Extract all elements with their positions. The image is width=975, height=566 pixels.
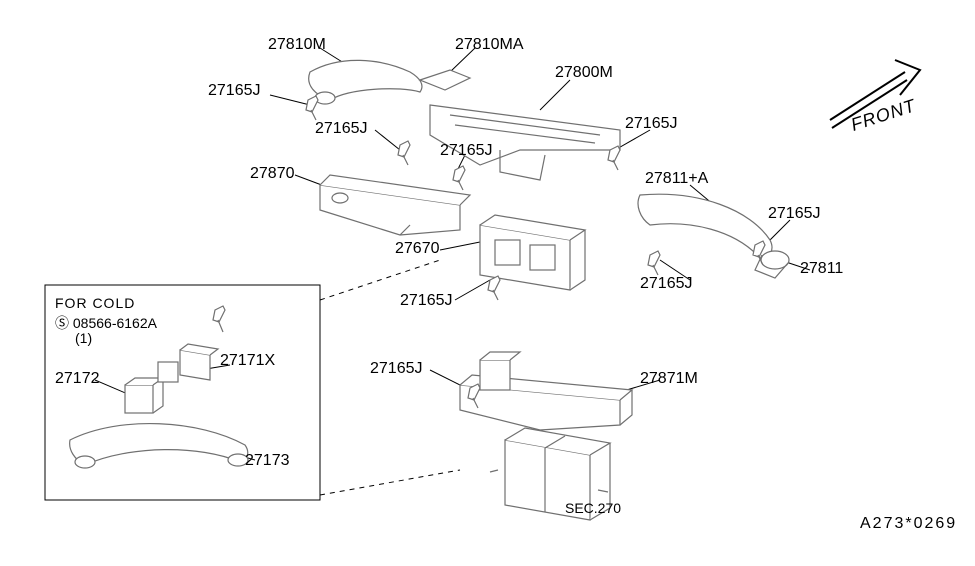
label-27810MA: 27810MA: [455, 36, 524, 54]
label-27811: 27811: [800, 260, 843, 278]
label-27172: 27172: [55, 370, 100, 388]
part-27810MA: [420, 70, 470, 90]
diagram-svg: [0, 0, 975, 566]
label-27810M: 27810M: [268, 36, 326, 54]
label-27165J-1: 27165J: [208, 82, 261, 100]
label-forcold: FOR COLD: [55, 295, 135, 311]
label-27800M: 27800M: [555, 64, 613, 82]
part-27173: [70, 424, 248, 468]
diagram-stage: 27810M 27810MA 27800M 27165J 27165J 2716…: [0, 0, 975, 566]
label-27165J-8: 27165J: [370, 360, 423, 378]
label-27165J-7: 27165J: [400, 292, 453, 310]
label-27871M: 27871M: [640, 370, 698, 388]
label-screw-spec: Ⓢ 08566-6162A: [55, 313, 157, 333]
part-27871M: [460, 352, 632, 430]
label-27165J-3: 27165J: [440, 142, 493, 160]
label-screw-qty: (1): [75, 330, 92, 346]
label-27173: 27173: [245, 452, 290, 470]
label-27870: 27870: [250, 165, 295, 183]
label-sec270: SEC.270: [565, 500, 621, 516]
part-27172: [125, 378, 163, 413]
label-27165J-5: 27165J: [768, 205, 821, 223]
label-diagram-code: A273*0269: [860, 515, 957, 533]
label-27165J-2: 27165J: [315, 120, 368, 138]
label-27670: 27670: [395, 240, 440, 258]
label-27165J-6: 27165J: [640, 275, 693, 293]
part-27171X: [158, 344, 218, 382]
label-27171X: 27171X: [220, 352, 275, 370]
part-27870: [320, 175, 470, 235]
part-27810M: [309, 60, 422, 104]
label-27165J-4: 27165J: [625, 115, 678, 133]
box-screw: [213, 306, 225, 332]
label-27811A: 27811+A: [645, 170, 708, 188]
part-27811A: [638, 194, 772, 258]
